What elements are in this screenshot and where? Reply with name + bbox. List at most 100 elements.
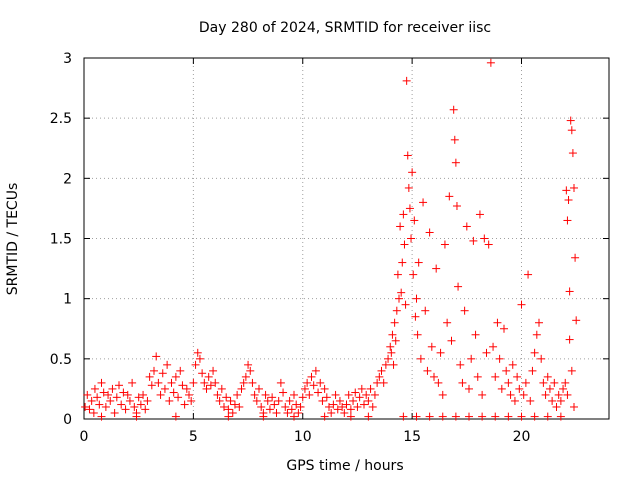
data-point bbox=[564, 195, 573, 204]
data-point bbox=[421, 306, 430, 315]
data-point bbox=[333, 405, 342, 414]
data-point bbox=[222, 393, 231, 402]
data-point bbox=[346, 405, 355, 414]
data-point bbox=[244, 360, 253, 369]
data-point bbox=[110, 408, 119, 417]
data-point bbox=[504, 378, 513, 387]
x-axis-label: GPS time / hours bbox=[286, 458, 403, 474]
data-point bbox=[180, 400, 189, 409]
y-tick-label: 1 bbox=[63, 292, 72, 308]
data-point bbox=[404, 183, 413, 192]
data-point bbox=[241, 372, 250, 381]
data-point bbox=[515, 384, 524, 393]
data-point bbox=[493, 318, 502, 327]
plot-frame bbox=[83, 57, 610, 420]
data-point bbox=[246, 366, 255, 375]
data-point bbox=[163, 360, 172, 369]
data-point bbox=[451, 412, 460, 421]
data-point bbox=[233, 390, 242, 399]
data-point bbox=[235, 402, 244, 411]
data-point bbox=[316, 378, 325, 387]
data-point bbox=[292, 400, 301, 409]
data-point bbox=[287, 405, 296, 414]
data-point bbox=[167, 378, 176, 387]
data-point bbox=[502, 366, 511, 375]
data-point bbox=[473, 372, 482, 381]
data-point bbox=[119, 388, 128, 397]
data-point bbox=[327, 408, 336, 417]
data-point bbox=[390, 318, 399, 327]
data-point bbox=[174, 393, 183, 402]
data-point bbox=[279, 388, 288, 397]
data-point bbox=[171, 412, 180, 421]
data-point bbox=[204, 372, 213, 381]
data-point bbox=[136, 400, 145, 409]
data-point bbox=[567, 126, 576, 135]
data-point bbox=[263, 396, 272, 405]
data-point bbox=[239, 378, 248, 387]
data-point bbox=[398, 258, 407, 267]
data-point bbox=[134, 393, 143, 402]
data-point bbox=[325, 402, 333, 411]
data-point bbox=[572, 316, 581, 325]
data-point bbox=[123, 390, 132, 399]
chart-title: Day 280 of 2024, SRMTID for receiver iis… bbox=[199, 20, 491, 36]
data-point bbox=[445, 192, 454, 201]
data-point bbox=[526, 396, 535, 405]
data-point bbox=[454, 282, 463, 291]
data-point bbox=[250, 390, 259, 399]
data-point bbox=[565, 287, 574, 296]
data-point bbox=[425, 412, 434, 421]
data-point bbox=[389, 360, 398, 369]
data-point bbox=[543, 412, 552, 421]
data-point bbox=[375, 372, 384, 381]
data-point bbox=[478, 390, 487, 399]
data-point bbox=[158, 369, 167, 378]
data-point bbox=[482, 348, 491, 357]
data-point bbox=[545, 384, 554, 393]
data-point bbox=[97, 378, 106, 387]
data-point bbox=[427, 342, 436, 351]
data-point bbox=[355, 393, 364, 402]
data-point bbox=[567, 366, 576, 375]
data-point bbox=[224, 412, 233, 421]
data-point bbox=[145, 372, 154, 381]
data-point bbox=[559, 384, 568, 393]
data-point bbox=[539, 378, 548, 387]
data-point bbox=[150, 366, 158, 375]
data-point bbox=[556, 412, 565, 421]
data-point bbox=[440, 240, 449, 249]
data-point bbox=[252, 396, 261, 405]
data-point bbox=[309, 381, 318, 390]
data-point bbox=[456, 360, 465, 369]
data-point bbox=[226, 396, 235, 405]
data-point bbox=[484, 240, 493, 249]
data-point bbox=[357, 384, 366, 393]
data-point bbox=[318, 396, 327, 405]
x-tick-label: 5 bbox=[189, 429, 198, 445]
data-point bbox=[500, 324, 508, 333]
data-point bbox=[384, 354, 393, 363]
y-axis-label: SRMTID / TECUs bbox=[5, 183, 21, 296]
data-point bbox=[85, 405, 94, 414]
data-point bbox=[460, 306, 469, 315]
data-point bbox=[401, 300, 410, 309]
data-point bbox=[419, 198, 428, 207]
data-point bbox=[364, 412, 373, 421]
y-tick-label: 1.5 bbox=[50, 232, 72, 248]
data-point bbox=[535, 318, 543, 327]
data-point bbox=[329, 400, 338, 409]
data-point bbox=[452, 202, 461, 211]
data-point bbox=[408, 168, 417, 177]
data-point bbox=[89, 408, 98, 417]
x-tick-label: 20 bbox=[513, 429, 531, 445]
data-point bbox=[320, 412, 329, 421]
data-point bbox=[322, 393, 331, 402]
data-point bbox=[469, 236, 478, 245]
data-point bbox=[115, 381, 123, 390]
data-point bbox=[182, 384, 191, 393]
data-point bbox=[331, 390, 340, 399]
data-point bbox=[165, 396, 174, 405]
data-point bbox=[396, 222, 405, 231]
data-point bbox=[87, 396, 96, 405]
